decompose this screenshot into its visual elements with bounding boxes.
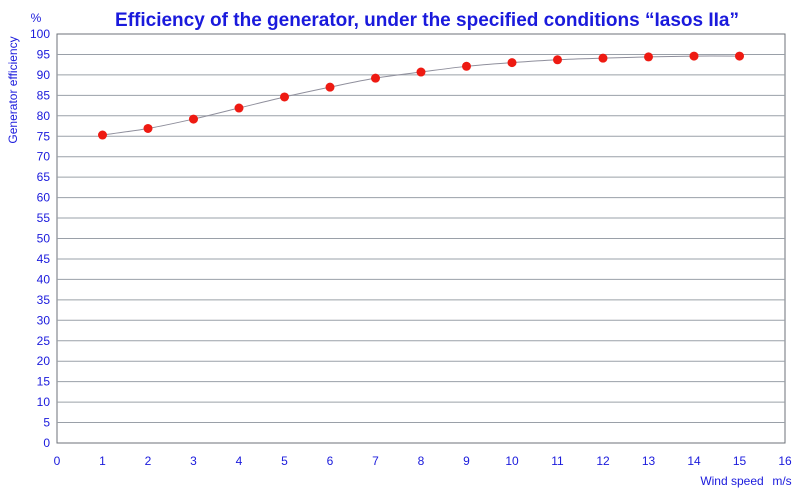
data-point [689,51,699,61]
y-tick-label: 25 [37,334,51,348]
x-tick-label: 4 [236,454,243,468]
x-tick-label: 0 [54,454,61,468]
x-tick-label: 9 [463,454,470,468]
x-tick-label: 13 [642,454,656,468]
y-tick-label: 70 [37,150,51,164]
data-point [507,58,517,68]
data-point [280,92,289,102]
y-tick-label: 80 [37,109,51,123]
x-tick-label: 14 [687,454,701,468]
y-tick-label: 65 [37,170,51,184]
y-tick-label: 5 [43,416,50,430]
x-tick-label: 3 [190,454,197,468]
plot-area: 0510152025303540455055606570758085909510… [30,27,792,468]
x-tick-label: 16 [778,454,792,468]
x-tick-label: 7 [372,454,379,468]
data-point [143,123,153,133]
x-tick-label: 5 [281,454,288,468]
data-point [371,73,380,83]
x-axis-label: Wind speed [700,474,763,488]
y-tick-label: 40 [37,272,51,286]
y-tick-label: 85 [37,88,51,102]
x-tick-label: 11 [551,454,564,468]
y-tick-label: 55 [37,211,51,225]
data-point [325,82,335,92]
y-tick-label: 35 [37,293,51,307]
x-tick-label: 12 [596,454,610,468]
x-tick-label: 2 [145,454,152,468]
y-tick-label: 0 [43,436,50,450]
data-point [735,51,744,61]
y-tick-label: 75 [37,129,51,143]
x-tick-label: 8 [418,454,425,468]
y-tick-label: 50 [37,232,51,246]
x-tick-label: 1 [99,454,106,468]
y-tick-label: 100 [30,27,50,41]
y-unit-label: % [31,11,42,25]
data-point [234,103,244,113]
y-tick-label: 30 [37,313,51,327]
data-point [416,67,426,77]
y-tick-label: 10 [37,395,51,409]
y-tick-label: 90 [37,68,51,82]
data-point [553,55,562,65]
y-axis-label: Generator efficiency [6,36,20,143]
data-point [98,130,107,140]
data-point [598,53,608,63]
x-unit-label: m/s [772,474,791,488]
chart-title: Efficiency of the generator, under the s… [115,10,739,31]
x-tick-label: 15 [733,454,747,468]
x-tick-label: 6 [327,454,334,468]
data-point [644,52,653,62]
y-tick-label: 95 [37,47,51,61]
y-tick-label: 45 [37,252,51,266]
x-tick-label: 10 [505,454,519,468]
data-point [462,61,471,71]
y-tick-label: 20 [37,354,51,368]
y-tick-label: 60 [37,191,51,205]
data-point [189,114,198,124]
y-tick-label: 15 [37,375,51,389]
